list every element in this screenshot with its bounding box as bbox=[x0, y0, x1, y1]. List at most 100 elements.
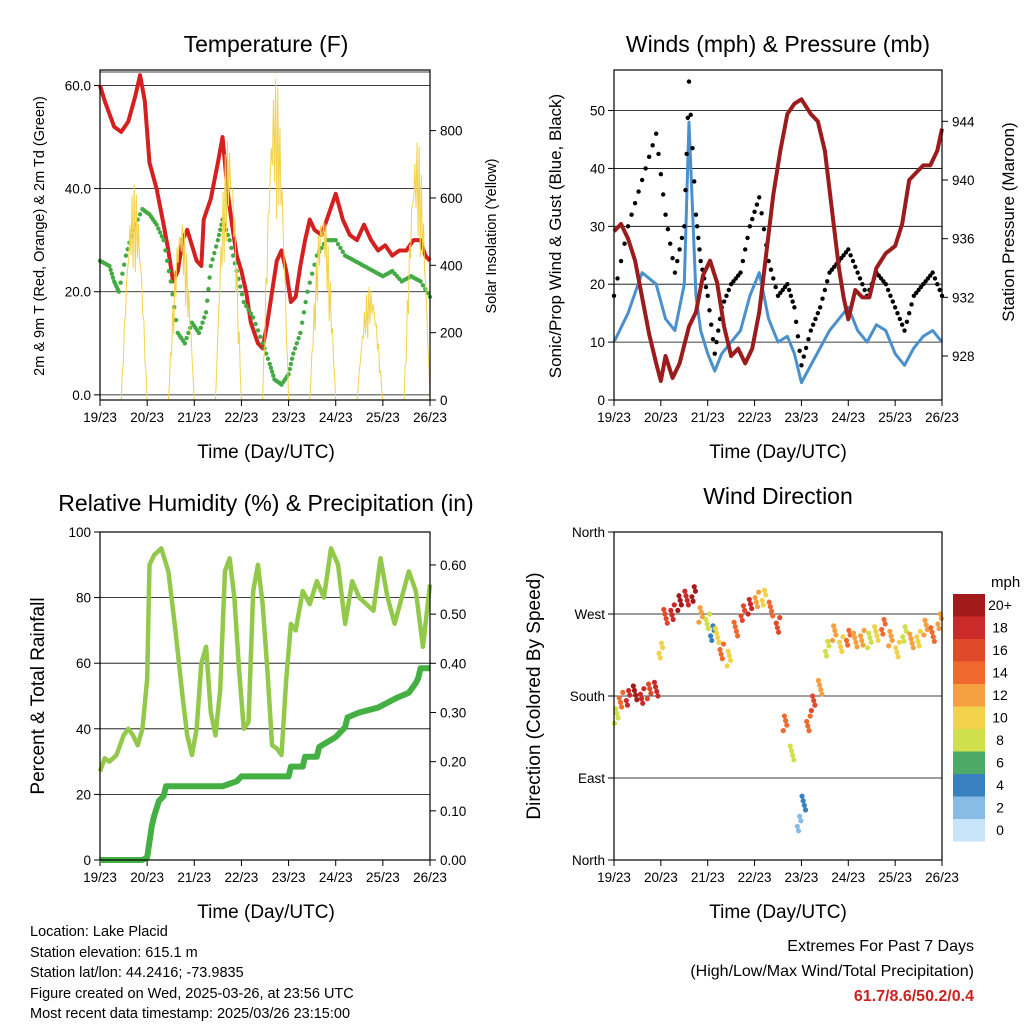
dewpoint_2m-point bbox=[241, 299, 246, 305]
gust-point bbox=[738, 270, 743, 275]
winds-ylabel-right: Station Pressure (Maroon) bbox=[999, 122, 1018, 321]
y-tick-label: East bbox=[578, 771, 605, 786]
dewpoint_2m-point bbox=[159, 234, 165, 239]
winds-xlabel: Time (Day/UTC) bbox=[709, 442, 847, 463]
direction-point bbox=[683, 593, 689, 599]
direction-point bbox=[619, 704, 625, 710]
gust-point bbox=[771, 276, 776, 281]
direction-point bbox=[657, 655, 663, 661]
gust-point bbox=[688, 112, 693, 118]
direction-point bbox=[654, 688, 660, 695]
direction-point bbox=[805, 723, 811, 729]
y-tick-label: 60 bbox=[76, 656, 91, 671]
legend-swatch bbox=[953, 684, 985, 707]
legend-swatch bbox=[953, 796, 985, 819]
y-tick-right-label: 400 bbox=[440, 258, 463, 273]
direction-point bbox=[794, 823, 800, 829]
gust-point bbox=[692, 179, 697, 184]
gust-point bbox=[639, 177, 645, 183]
direction-point bbox=[791, 757, 797, 763]
plot-frame bbox=[613, 531, 943, 861]
gust-point bbox=[860, 282, 865, 287]
direction-point bbox=[801, 802, 807, 808]
direction-point bbox=[745, 611, 751, 617]
direction-point bbox=[893, 645, 899, 651]
gust-point bbox=[803, 345, 809, 351]
direction-point bbox=[850, 630, 857, 636]
direction-point bbox=[923, 622, 929, 628]
y-tick-label: North bbox=[572, 853, 605, 868]
temperature-xlabel: Time (Day/UTC) bbox=[197, 442, 335, 463]
x-tick-label: 25/23 bbox=[878, 870, 912, 885]
dewpoint_2m-point bbox=[269, 369, 275, 374]
direction-point bbox=[901, 638, 907, 644]
direction-point bbox=[685, 602, 691, 608]
direction-point bbox=[818, 687, 824, 693]
direction-point bbox=[915, 638, 921, 644]
plot-frame bbox=[99, 531, 431, 861]
direction-point bbox=[706, 611, 713, 617]
gust-point bbox=[885, 287, 891, 293]
y-tick-right-label: 936 bbox=[952, 232, 975, 247]
dewpoint_2m-point bbox=[335, 241, 341, 247]
gust-point bbox=[625, 224, 631, 229]
legend-label: 8 bbox=[996, 732, 1004, 748]
gust-point bbox=[890, 299, 895, 304]
x-tick-label: 25/23 bbox=[878, 410, 912, 425]
dewpoint_2m-point bbox=[121, 262, 127, 267]
dewpoint_2m-point bbox=[292, 346, 298, 351]
x-tick-label: 24/23 bbox=[319, 410, 353, 425]
gust-point bbox=[618, 258, 624, 264]
legend-label: 4 bbox=[996, 777, 1004, 793]
direction-point bbox=[811, 697, 817, 704]
direction-point bbox=[726, 653, 732, 659]
extremes-title: Extremes For Past 7 Days bbox=[787, 938, 974, 955]
gust-point bbox=[810, 322, 816, 327]
dewpoint_2m-point bbox=[299, 320, 305, 325]
direction-point bbox=[753, 599, 759, 605]
y-tick-label: North bbox=[572, 525, 605, 540]
dewpoint_2m-point bbox=[248, 311, 254, 316]
direction-point bbox=[634, 697, 640, 703]
dewpoint_2m-point bbox=[232, 261, 238, 266]
direction-point bbox=[614, 710, 620, 716]
direction-point bbox=[739, 617, 745, 623]
y-tick-right-label: 0.20 bbox=[440, 755, 466, 770]
gust-point bbox=[785, 282, 790, 287]
gust-point bbox=[632, 200, 638, 206]
direction-point bbox=[708, 633, 714, 639]
dewpoint_2m-point bbox=[227, 237, 232, 243]
y-tick-right-label: 0.40 bbox=[440, 656, 466, 671]
direction-point bbox=[766, 599, 772, 605]
gust-point bbox=[848, 253, 853, 258]
y-tick-label: 40 bbox=[590, 161, 605, 176]
direction-xlabel: Time (Day/UTC) bbox=[709, 902, 847, 923]
gust-point bbox=[636, 189, 641, 194]
direction-point bbox=[655, 693, 661, 699]
gust-point bbox=[670, 255, 675, 261]
direction-point bbox=[760, 602, 766, 608]
gust-point bbox=[822, 287, 828, 293]
dewpoint_2m-point bbox=[173, 317, 179, 323]
direction-point bbox=[787, 743, 793, 749]
legend-label: 2 bbox=[996, 800, 1004, 816]
direction-point bbox=[671, 602, 677, 608]
dewpoint_2m-point bbox=[120, 271, 125, 276]
direction-point bbox=[921, 632, 927, 638]
dewpoint_2m-point bbox=[267, 361, 272, 367]
direction-point bbox=[867, 635, 873, 641]
direction-point bbox=[698, 609, 704, 615]
wind-line bbox=[612, 120, 944, 385]
dewpoint_2m-point bbox=[118, 280, 123, 285]
dewpoint_2m-point bbox=[255, 328, 261, 333]
direction-point bbox=[894, 649, 900, 655]
direction-point bbox=[854, 644, 860, 650]
dewpoint_2m-point bbox=[186, 330, 191, 336]
extremes-box: Extremes For Past 7 Days (High/Low/Max W… bbox=[690, 934, 974, 1009]
dewpoint_2m-point bbox=[229, 245, 234, 251]
direction-point bbox=[909, 640, 915, 646]
x-tick-label: 20/23 bbox=[644, 870, 678, 885]
dewpoint_2m-point bbox=[157, 230, 163, 235]
direction-point bbox=[795, 828, 802, 834]
direction-point bbox=[756, 589, 762, 595]
